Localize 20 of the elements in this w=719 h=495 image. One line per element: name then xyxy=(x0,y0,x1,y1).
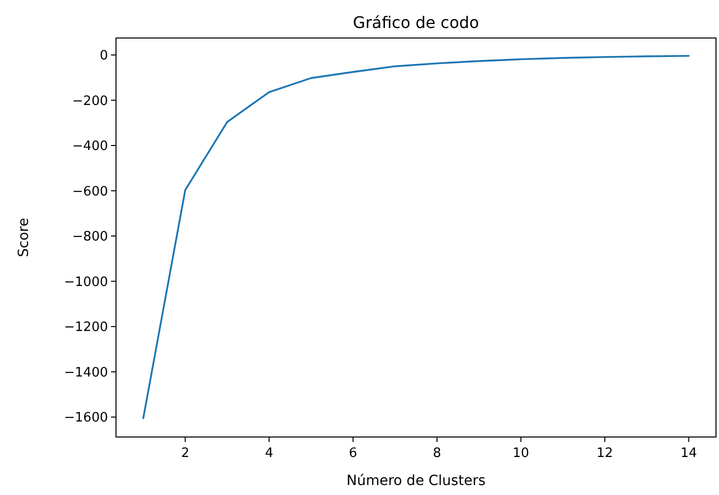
x-tick-label: 4 xyxy=(265,446,274,461)
y-axis-title: Score xyxy=(16,218,32,258)
y-tick-label: −1000 xyxy=(64,274,108,290)
y-tick-label: −400 xyxy=(72,139,108,154)
x-tick-label: 8 xyxy=(432,446,442,461)
y-tick-label: −800 xyxy=(72,230,108,245)
x-tick-label: 2 xyxy=(181,446,190,461)
y-tick-label: −1400 xyxy=(64,365,108,380)
chart-title: Gráfico de codo xyxy=(352,13,480,32)
x-tick-label: 6 xyxy=(348,446,358,461)
y-tick-label: −200 xyxy=(72,94,108,109)
x-tick-label: 14 xyxy=(680,446,697,461)
x-axis-title: Número de Clusters xyxy=(346,473,486,489)
x-tick-label: 10 xyxy=(512,446,530,461)
line-series xyxy=(142,54,690,420)
y-tick-label: −600 xyxy=(72,184,108,200)
y-tick-label: −1200 xyxy=(64,320,108,336)
y-tick-label: 0 xyxy=(100,48,108,64)
x-tick-label: 12 xyxy=(596,446,614,461)
y-tick-label: −1600 xyxy=(64,410,108,426)
